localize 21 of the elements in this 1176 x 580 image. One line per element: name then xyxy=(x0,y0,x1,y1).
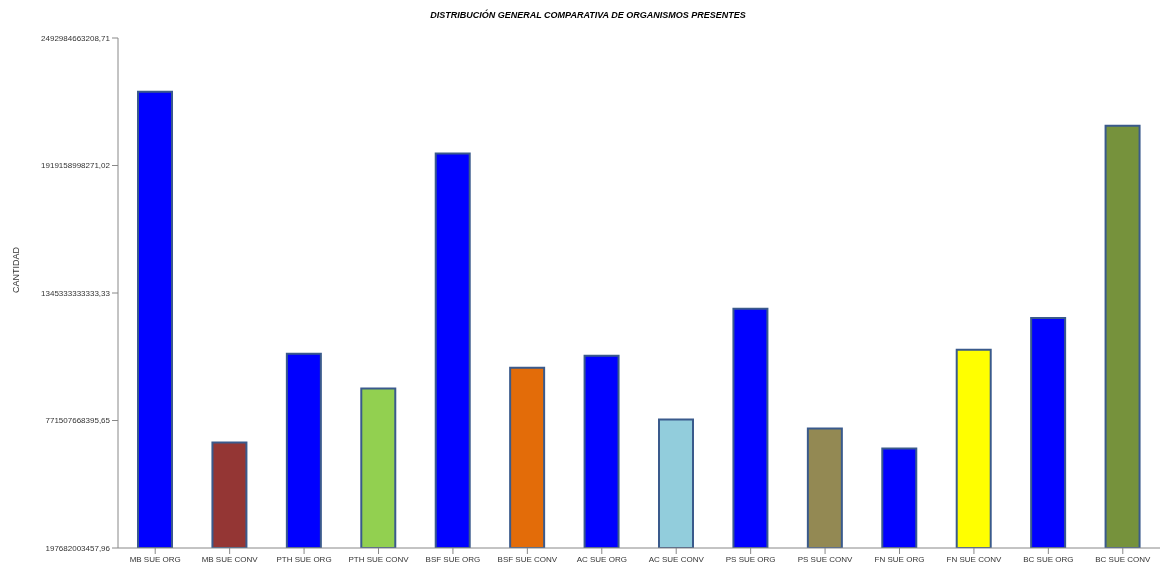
x-tick-label: AC SUE ORG xyxy=(576,554,627,564)
y-axis-title: CANTIDAD xyxy=(11,246,22,293)
y-tick-label: 2492984663208,71 xyxy=(41,33,111,43)
x-tick-label: PTH SUE CONV xyxy=(348,554,410,564)
y-tick-label: 771507668395,65 xyxy=(45,416,111,426)
x-tick-label: FN SUE CONV xyxy=(946,554,1002,564)
x-tick-label: BSF SUE ORG xyxy=(425,554,481,564)
x-tick-label: BSF SUE CONV xyxy=(497,554,558,564)
x-tick-label: FN SUE ORG xyxy=(874,554,925,564)
x-tick-label: BC SUE ORG xyxy=(1023,554,1074,564)
y-tick-label: 1345333333333,33 xyxy=(41,288,111,298)
x-tick-label: PS SUE CONV xyxy=(797,554,854,564)
y-tick-label: 1919158998271,02 xyxy=(41,161,111,171)
x-tick-label: AC SUE CONV xyxy=(648,554,705,564)
chart-title: DISTRIBUCIÓN GENERAL COMPARATIVA DE ORGANISMOS PRESENTES xyxy=(429,8,747,22)
x-tick-label: BC SUE CONV xyxy=(1095,554,1152,564)
y-tick-label: 197682003457,96 xyxy=(45,543,111,553)
x-tick-label: MB SUE CONV xyxy=(201,554,259,564)
x-tick-label: MB SUE ORG xyxy=(129,554,181,564)
x-tick-label: PS SUE ORG xyxy=(725,554,776,564)
x-tick-label: PTH SUE ORG xyxy=(276,554,332,564)
